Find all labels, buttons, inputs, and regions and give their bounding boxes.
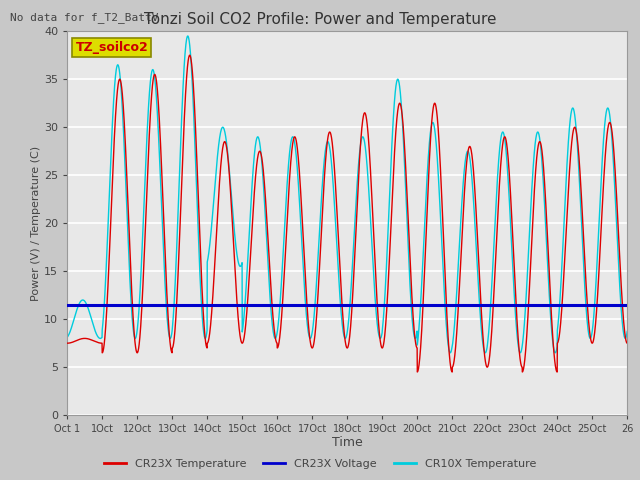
X-axis label: Time: Time: [332, 436, 363, 449]
Legend: CR23X Temperature, CR23X Voltage, CR10X Temperature: CR23X Temperature, CR23X Voltage, CR10X …: [99, 455, 541, 473]
Text: TZ_soilco2: TZ_soilco2: [76, 41, 148, 54]
Y-axis label: Power (V) / Temperature (C): Power (V) / Temperature (C): [31, 145, 41, 301]
Text: Tonzi Soil CO2 Profile: Power and Temperature: Tonzi Soil CO2 Profile: Power and Temper…: [144, 12, 496, 27]
Text: No data for f_T2_BattV: No data for f_T2_BattV: [10, 12, 158, 23]
